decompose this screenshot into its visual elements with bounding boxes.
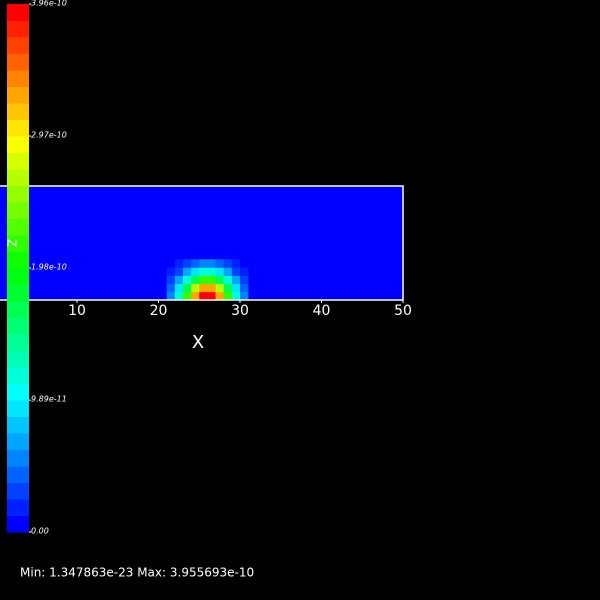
colorbar-tick-label: 0.00 xyxy=(31,527,49,536)
plot-border xyxy=(0,185,404,301)
heatmap-cell xyxy=(182,291,192,301)
heatmap-cell xyxy=(240,275,249,285)
colorbar-band xyxy=(7,152,29,170)
heatmap-cell xyxy=(166,259,176,268)
heatmap-cell xyxy=(223,275,233,285)
colorbar-tick-label: 9.89e-11 xyxy=(31,395,67,404)
range-label: Min: 1.347863e-23 Max: 3.955693e-10 xyxy=(20,566,254,580)
heatmap-cell xyxy=(215,275,224,285)
heatmap-cell xyxy=(215,291,224,301)
colorbar-tick-label: 2.97e-10 xyxy=(31,131,67,140)
heatmap-cell xyxy=(240,291,249,301)
colorbar-band xyxy=(7,235,29,252)
colorbar-band xyxy=(7,4,29,21)
heatmap-cell xyxy=(182,283,192,293)
heatmap-cell xyxy=(240,283,249,293)
colorbar-band xyxy=(7,317,29,335)
heatmap-cell xyxy=(215,267,224,276)
colorbar-band xyxy=(7,103,29,120)
heatmap-cell xyxy=(207,291,216,301)
colorbar-band xyxy=(7,499,29,516)
colorbar-band xyxy=(7,185,29,203)
heatmap-cell xyxy=(166,283,176,293)
colorbar-band xyxy=(7,284,29,302)
heatmap-cell xyxy=(199,267,208,276)
z-axis-label: Z xyxy=(5,239,19,247)
heatmap-cell xyxy=(223,267,233,276)
colorbar-band xyxy=(7,218,29,236)
heatmap-cell xyxy=(174,275,184,285)
heatmap-cell xyxy=(182,267,192,276)
heatmap-cell xyxy=(191,267,200,276)
heatmap-cell xyxy=(240,259,249,268)
x-tick-label: 50 xyxy=(394,303,412,319)
colorbar-band xyxy=(7,301,29,318)
colorbar-band xyxy=(7,251,29,269)
heatmap-cell xyxy=(231,259,241,268)
heatmap-cell xyxy=(215,283,224,293)
colorbar-band xyxy=(7,70,29,87)
colorbar-band xyxy=(7,466,29,483)
colorbar-band xyxy=(7,367,29,384)
colorbar-tick-label: 1.98e-10 xyxy=(31,263,67,272)
colorbar-band xyxy=(7,482,29,500)
heatmap-cell xyxy=(182,259,192,268)
colorbar-band xyxy=(7,433,29,450)
heatmap-cell xyxy=(166,291,176,301)
colorbar-band xyxy=(7,400,29,417)
heatmap-cell xyxy=(240,267,249,276)
colorbar-band xyxy=(7,119,29,137)
colorbar-band xyxy=(7,334,29,351)
heatmap-cell xyxy=(174,259,184,268)
x-tick-label: 20 xyxy=(150,303,168,319)
x-tick-label: 10 xyxy=(68,303,86,319)
heatmap-cell xyxy=(207,275,216,285)
colorbar-band xyxy=(7,20,29,38)
colorbar-band xyxy=(7,202,29,219)
heatmap-cell xyxy=(231,291,241,301)
colorbar-band xyxy=(7,37,29,54)
heatmap-cell xyxy=(231,267,241,276)
x-tick-label: 40 xyxy=(313,303,331,319)
plot-area xyxy=(0,185,404,301)
x-axis-label: X xyxy=(192,332,204,353)
heatmap-cell xyxy=(207,259,216,268)
heatmap-cell xyxy=(191,259,200,268)
heatmap-cell xyxy=(223,259,233,268)
colorbar-band xyxy=(7,416,29,434)
heatmap-cell xyxy=(174,283,184,293)
heatmap-cell xyxy=(166,275,176,285)
heatmap-cell xyxy=(182,275,192,285)
heatmap-cell xyxy=(191,283,200,293)
colorbar-band xyxy=(7,169,29,186)
heatmap-cell xyxy=(174,267,184,276)
heatmap-cell xyxy=(215,259,224,268)
colorbar-band xyxy=(7,449,29,467)
colorbar-band xyxy=(7,53,29,71)
heatmap-cell xyxy=(199,291,208,301)
colorbar-tick-label: 3.96e-10 xyxy=(31,0,67,8)
heatmap-cell xyxy=(191,291,200,301)
colorbar-band xyxy=(7,383,29,401)
colorbar-band xyxy=(7,515,29,533)
colorbar-band xyxy=(7,86,29,104)
heatmap-cell xyxy=(166,267,176,276)
heatmap-cell xyxy=(223,291,233,301)
heatmap-cell xyxy=(199,283,208,293)
heatmap-cell xyxy=(231,283,241,293)
heatmap-cell xyxy=(191,275,200,285)
heatmap-cell xyxy=(174,291,184,301)
heatmap-cell xyxy=(207,267,216,276)
heatmap-cell xyxy=(231,275,241,285)
heatmap-cell xyxy=(199,259,208,268)
heatmap-cell xyxy=(199,275,208,285)
colorbar-band xyxy=(7,350,29,368)
colorbar-band xyxy=(7,136,29,153)
heatmap-cell xyxy=(207,283,216,293)
x-tick-label: 30 xyxy=(231,303,249,319)
colorbar-band xyxy=(7,268,29,285)
heatmap-cell xyxy=(223,283,233,293)
colorbar: 0.00 9.89e-11 1.98e-10 2.97e-10 3.96e-10 xyxy=(7,0,67,536)
